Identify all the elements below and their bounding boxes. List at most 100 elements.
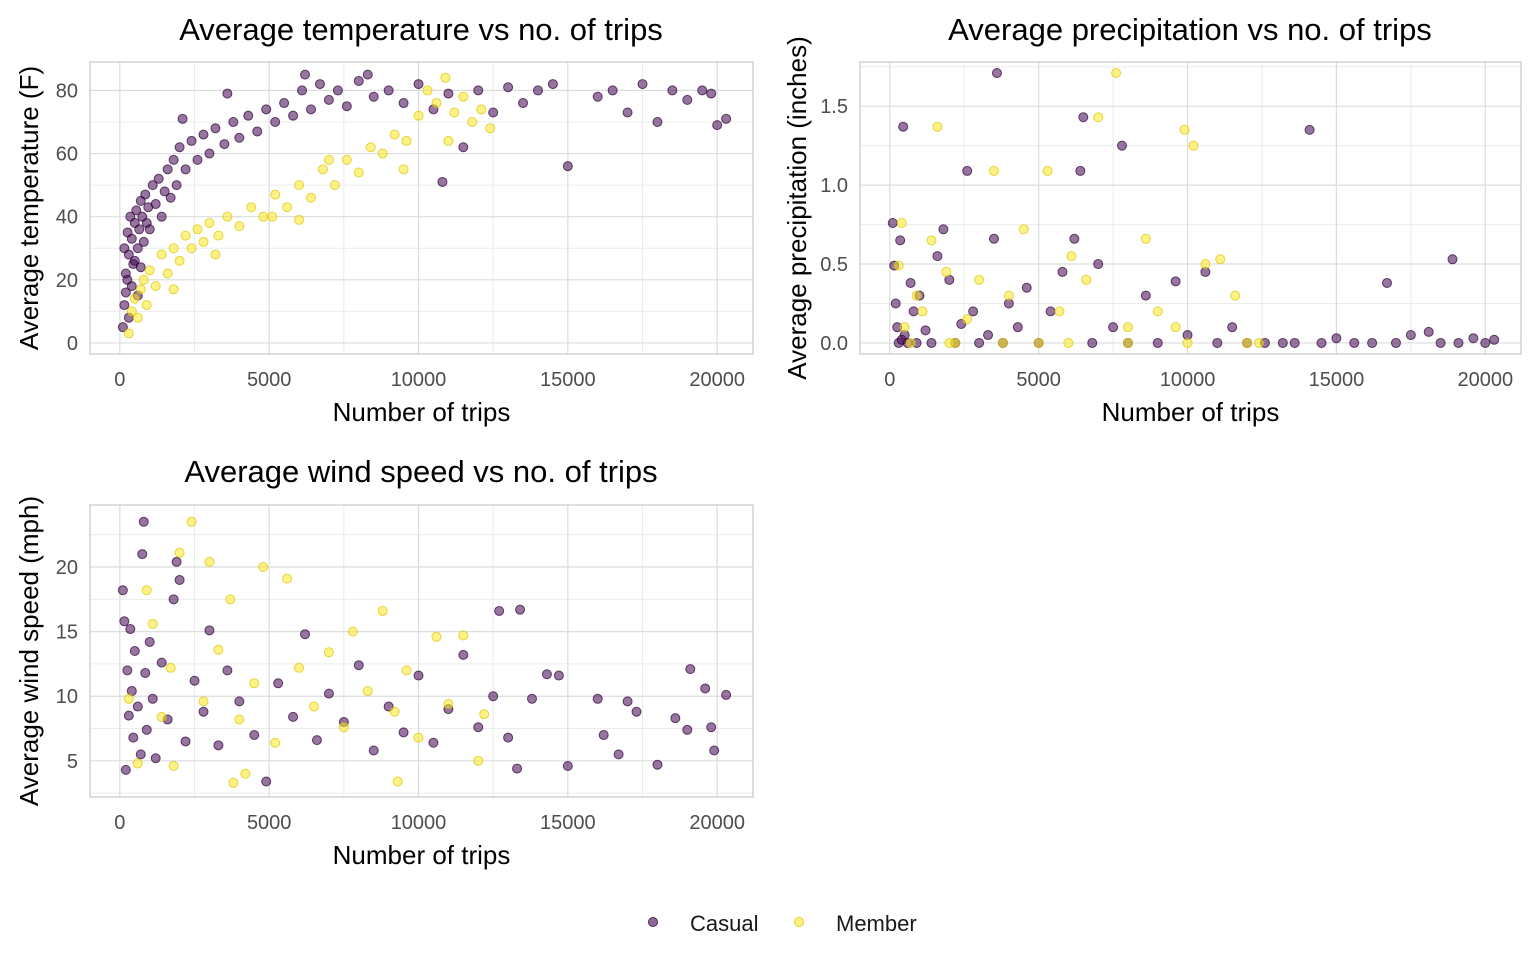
point-member	[338, 722, 349, 733]
y-axis-label: Average precipitation (inches)	[782, 36, 812, 379]
point-casual	[938, 224, 949, 235]
point-member	[458, 630, 469, 641]
point-member	[1066, 251, 1077, 262]
point-casual	[667, 85, 678, 96]
chart-title: Average wind speed vs no. of trips	[184, 454, 657, 489]
point-casual	[147, 693, 158, 704]
point-casual	[180, 164, 191, 175]
point-member	[162, 268, 173, 279]
point-casual	[562, 161, 573, 172]
point-casual	[137, 549, 148, 560]
point-casual	[428, 737, 439, 748]
point-casual	[592, 693, 603, 704]
y-tick-label: 10	[56, 686, 78, 708]
point-member	[270, 189, 281, 200]
point-member	[168, 284, 179, 295]
point-member	[132, 312, 143, 323]
point-casual	[138, 236, 149, 247]
point-casual	[273, 678, 284, 689]
point-casual	[174, 574, 185, 585]
legend-label-member: Member	[836, 911, 917, 936]
point-casual	[323, 688, 334, 699]
point-member	[1033, 337, 1044, 348]
x-tick-label: 5000	[247, 812, 292, 834]
point-member	[1182, 337, 1193, 348]
point-casual	[503, 82, 514, 93]
x-tick-label: 15000	[540, 369, 596, 391]
x-tick-label: 20000	[689, 369, 745, 391]
point-member	[377, 148, 388, 159]
point-member	[896, 217, 907, 228]
point-casual	[353, 75, 364, 86]
point-casual	[198, 706, 209, 717]
point-member	[443, 698, 454, 709]
point-member	[186, 243, 197, 254]
point-casual	[144, 224, 155, 235]
point-casual	[234, 132, 245, 143]
point-casual	[895, 235, 906, 246]
point-member	[228, 777, 239, 788]
point-casual	[144, 636, 155, 647]
point-casual	[150, 199, 161, 210]
point-member	[294, 662, 305, 673]
point-member	[126, 306, 137, 317]
x-tick-label: 0	[114, 369, 125, 391]
point-member	[204, 556, 215, 567]
point-casual	[991, 68, 1002, 79]
point-member	[905, 337, 916, 348]
point-casual	[123, 710, 134, 721]
point-member	[401, 665, 412, 676]
point-member	[323, 647, 334, 658]
point-casual	[1140, 290, 1151, 301]
point-casual	[192, 154, 203, 165]
point-casual	[712, 120, 723, 131]
point-member	[926, 235, 937, 246]
point-member	[123, 693, 134, 704]
point-member	[431, 98, 442, 109]
point-member	[1188, 140, 1199, 151]
point-casual	[515, 604, 526, 615]
point-casual	[186, 135, 197, 146]
legend-label-casual: Casual	[690, 911, 758, 936]
point-casual	[300, 629, 311, 640]
point-casual	[213, 740, 224, 751]
x-axis-label: Number of trips	[333, 397, 511, 427]
point-casual	[252, 126, 263, 137]
point-member	[174, 255, 185, 266]
point-member	[1230, 290, 1241, 301]
point-casual	[134, 224, 145, 235]
point-casual	[920, 325, 931, 336]
point-casual	[156, 211, 167, 222]
point-casual	[898, 121, 909, 132]
point-casual	[721, 113, 732, 124]
point-member	[141, 585, 152, 596]
point-member	[234, 221, 245, 232]
x-tick-label: 10000	[391, 369, 447, 391]
point-casual	[631, 706, 642, 717]
point-casual	[1227, 322, 1238, 333]
point-member	[917, 306, 928, 317]
point-casual	[598, 729, 609, 740]
point-casual	[1423, 326, 1434, 337]
chart-title: Average temperature vs no. of trips	[179, 12, 663, 47]
point-member	[317, 164, 328, 175]
point-member	[932, 121, 943, 132]
point-casual	[413, 670, 424, 681]
point-casual	[332, 85, 343, 96]
point-casual	[1489, 334, 1500, 345]
point-member	[944, 337, 955, 348]
point-member	[204, 217, 215, 228]
point-casual	[140, 189, 151, 200]
point-member	[422, 85, 433, 96]
point-member	[222, 211, 233, 222]
point-casual	[306, 104, 316, 115]
x-tick-label: 20000	[689, 812, 745, 834]
x-tick-label: 0	[114, 812, 125, 834]
point-member	[129, 293, 140, 304]
point-casual	[270, 116, 281, 127]
y-tick-label: 60	[56, 144, 78, 166]
point-casual	[908, 306, 919, 317]
point-member	[473, 755, 484, 766]
point-casual	[494, 605, 505, 616]
y-tick-label: 0.5	[820, 254, 848, 276]
